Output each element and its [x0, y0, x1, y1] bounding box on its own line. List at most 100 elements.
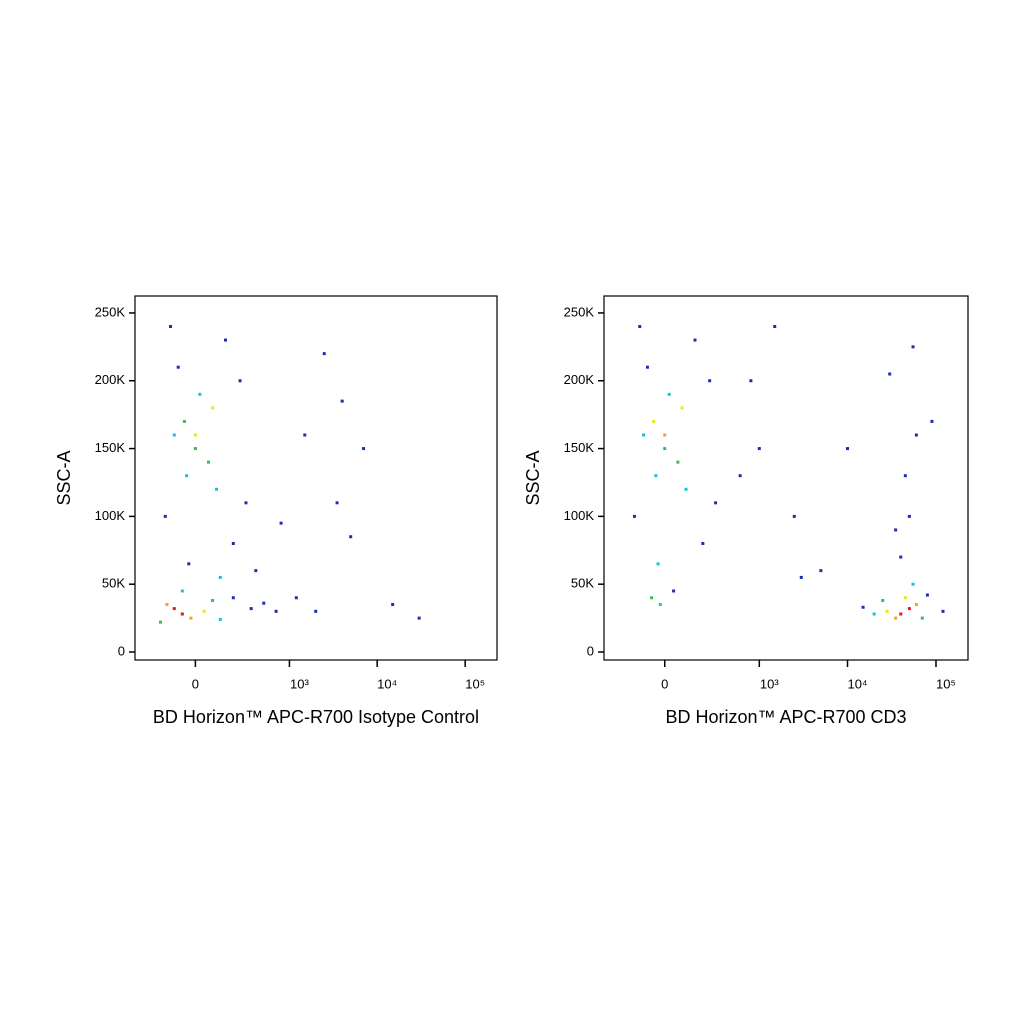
event-dot: [941, 609, 945, 613]
event-dot: [907, 514, 911, 518]
event-dot: [202, 609, 206, 613]
event-dot: [861, 605, 865, 609]
y-tick-label: 0: [118, 643, 125, 658]
event-dot: [680, 406, 684, 410]
event-dot: [684, 487, 688, 491]
event-dot: [169, 325, 173, 329]
x-tick-label: 0: [661, 676, 668, 691]
y-tick-label: 200K: [95, 372, 126, 387]
event-dot: [262, 601, 266, 605]
event-dot: [632, 514, 636, 518]
y-tick-label: 250K: [564, 304, 595, 319]
event-dot: [846, 447, 850, 451]
event-dot: [903, 474, 907, 478]
y-tick-label: 200K: [564, 372, 595, 387]
event-dot: [182, 419, 186, 423]
event-dot: [193, 433, 197, 437]
event-dot: [903, 596, 907, 600]
event-dot: [658, 603, 662, 607]
event-dot: [663, 447, 667, 451]
event-dot: [914, 433, 918, 437]
event-dot: [652, 419, 656, 423]
event-dot: [650, 596, 654, 600]
event-dot: [676, 460, 680, 464]
event-dot: [663, 433, 667, 437]
event-dot: [335, 501, 339, 505]
event-dot: [885, 609, 889, 613]
event-dot: [914, 603, 918, 607]
event-dot: [303, 433, 307, 437]
event-dot: [206, 460, 210, 464]
x-axis-label: BD Horizon™ APC-R700 CD3: [665, 707, 906, 727]
event-dot: [930, 419, 934, 423]
y-axis-label: SSC-A: [523, 450, 543, 505]
x-tick-label: 10⁵: [936, 676, 956, 691]
x-axis-label: BD Horizon™ APC-R700 Isotype Control: [153, 707, 479, 727]
event-dot: [176, 365, 180, 369]
y-tick-label: 100K: [95, 508, 126, 523]
event-dot: [667, 392, 671, 396]
event-dot: [757, 447, 761, 451]
event-dot: [773, 325, 777, 329]
event-dot: [925, 593, 929, 597]
event-dot: [641, 433, 645, 437]
event-dot: [211, 406, 215, 410]
event-dot: [749, 379, 753, 383]
event-dot: [701, 542, 705, 546]
event-dot: [907, 607, 911, 611]
event-dot: [888, 372, 892, 376]
event-dot: [362, 447, 366, 451]
event-dot: [340, 399, 344, 403]
event-dot: [899, 612, 903, 616]
event-dot: [224, 338, 228, 342]
event-dot: [218, 575, 222, 579]
event-dot: [920, 616, 924, 620]
event-dot: [274, 609, 278, 613]
event-dot: [193, 447, 197, 451]
event-dot: [198, 392, 202, 396]
x-tick-label: 0: [192, 676, 199, 691]
event-dot: [187, 562, 191, 566]
event-dot: [172, 607, 176, 611]
event-dot: [189, 616, 193, 620]
plot-frame: [603, 295, 969, 661]
event-dot: [231, 542, 235, 546]
event-dot: [672, 589, 676, 593]
event-dot: [254, 569, 258, 573]
event-dot: [708, 379, 712, 383]
event-dot: [872, 612, 876, 616]
x-tick-label: 10⁵: [465, 676, 485, 691]
event-dot: [238, 379, 242, 383]
event-dot: [693, 338, 697, 342]
event-dot: [792, 514, 796, 518]
plot-frame: [134, 295, 498, 661]
x-tick-label: 10⁴: [377, 676, 397, 691]
y-tick-label: 0: [587, 643, 594, 658]
x-tick-label: 10³: [760, 676, 779, 691]
event-dot: [294, 596, 298, 600]
event-dot: [391, 603, 395, 607]
event-dot: [180, 589, 184, 593]
y-tick-label: 50K: [571, 576, 594, 591]
event-dot: [165, 603, 169, 607]
y-tick-label: 100K: [564, 508, 595, 523]
event-dot: [314, 609, 318, 613]
event-dot: [894, 616, 898, 620]
event-dot: [656, 562, 660, 566]
event-dot: [211, 598, 215, 602]
y-tick-label: 150K: [95, 440, 126, 455]
event-dot: [172, 433, 176, 437]
event-dot: [180, 612, 184, 616]
event-dot: [638, 325, 642, 329]
y-tick-label: 150K: [564, 440, 595, 455]
event-dot: [218, 617, 222, 621]
event-dot: [349, 535, 353, 539]
event-dot: [279, 521, 283, 525]
event-dot: [654, 474, 658, 478]
event-dot: [322, 352, 326, 356]
event-dot: [231, 596, 235, 600]
event-dot: [899, 555, 903, 559]
x-tick-label: 10⁴: [847, 676, 867, 691]
event-dot: [911, 345, 915, 349]
